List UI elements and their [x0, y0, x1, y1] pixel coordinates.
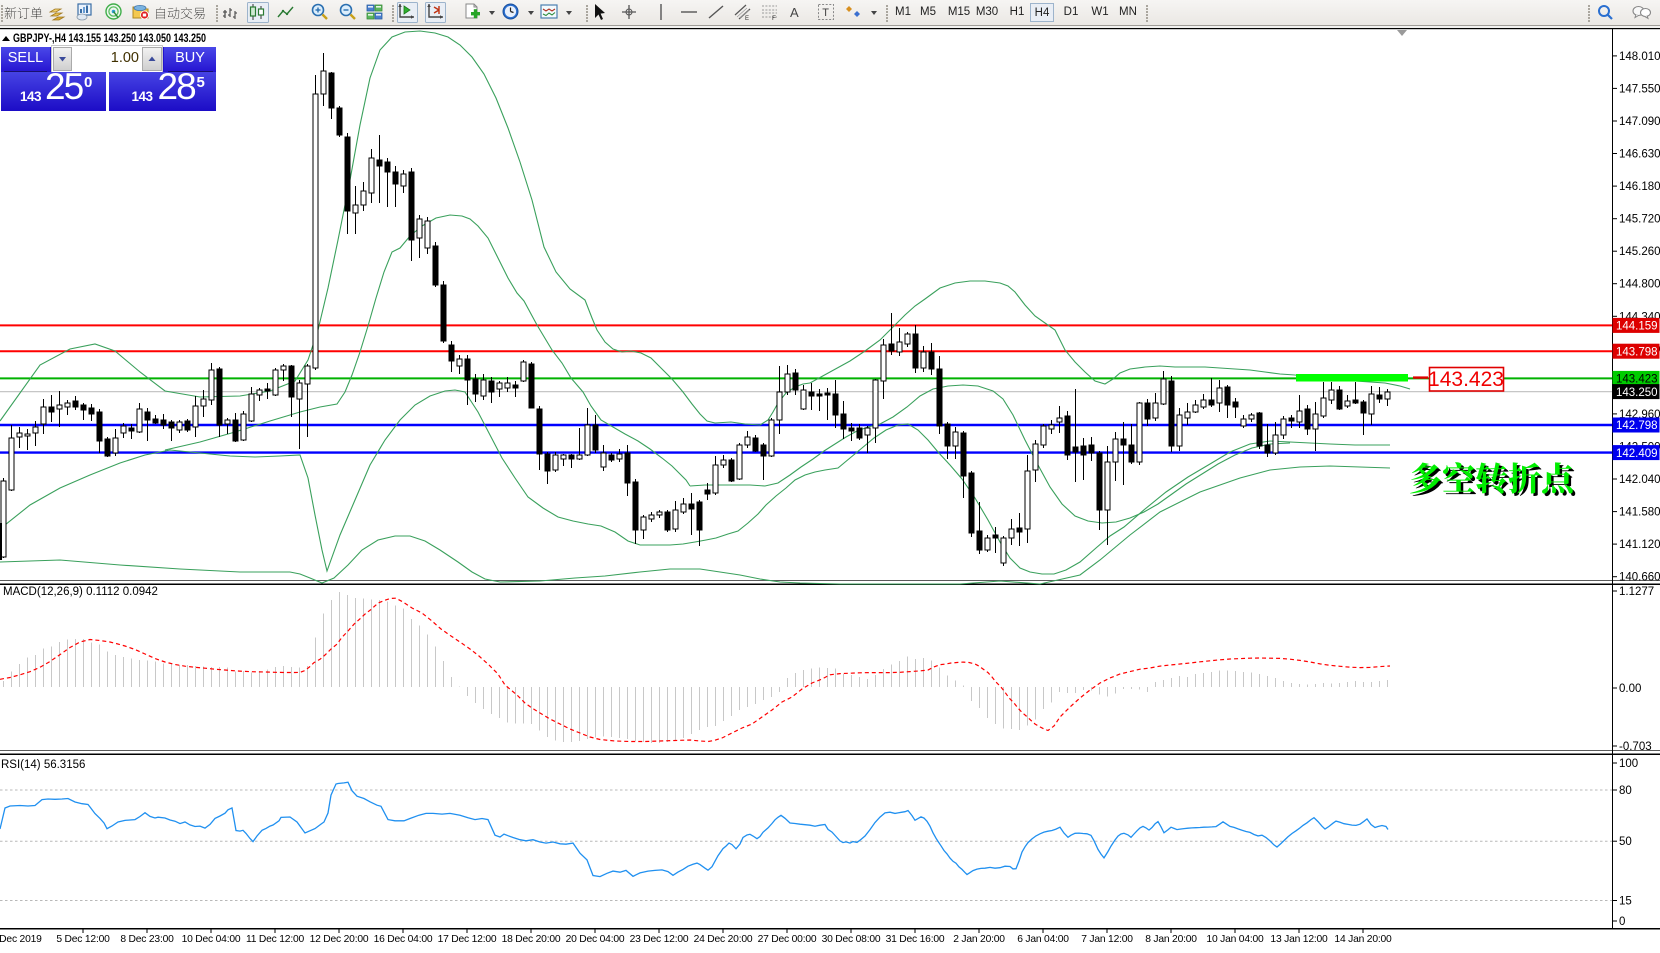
svg-text:148.010: 148.010	[1619, 51, 1660, 63]
svg-text:23 Dec 12:00: 23 Dec 12:00	[630, 934, 689, 945]
svg-text:140.660: 140.660	[1619, 572, 1660, 584]
svg-text:6 Jan 04:00: 6 Jan 04:00	[1017, 934, 1069, 945]
svg-text:7 Jan 12:00: 7 Jan 12:00	[1081, 934, 1133, 945]
svg-text:5 Dec 12:00: 5 Dec 12:00	[56, 934, 110, 945]
svg-text:144.159: 144.159	[1616, 321, 1658, 333]
svg-text:143.798: 143.798	[1616, 346, 1658, 358]
svg-text:145.720: 145.720	[1619, 214, 1660, 226]
svg-text:20 Dec 04:00: 20 Dec 04:00	[566, 934, 625, 945]
svg-text:RSI(14) 56.3156: RSI(14) 56.3156	[1, 759, 85, 771]
svg-text:GBPJPY-,H4 143.155 143.250 14: GBPJPY-,H4 143.155 143.250 143.050 143.2…	[13, 33, 206, 45]
svg-text:-0.703: -0.703	[1619, 741, 1652, 753]
svg-text:142.409: 142.409	[1616, 448, 1658, 460]
svg-text:144.800: 144.800	[1619, 279, 1660, 291]
svg-text:15: 15	[1619, 896, 1632, 908]
svg-text:24 Dec 20:00: 24 Dec 20:00	[694, 934, 753, 945]
svg-text:MACD(12,26,9) 0.1112 0.0942: MACD(12,26,9) 0.1112 0.0942	[3, 586, 158, 598]
svg-text:17 Dec 12:00: 17 Dec 12:00	[438, 934, 497, 945]
svg-text:142.798: 142.798	[1616, 420, 1658, 432]
svg-text:50: 50	[1619, 836, 1632, 848]
svg-text:8 Jan 20:00: 8 Jan 20:00	[1145, 934, 1197, 945]
svg-text:146.180: 146.180	[1619, 181, 1660, 193]
svg-text:18 Dec 20:00: 18 Dec 20:00	[502, 934, 561, 945]
svg-text:F: F	[772, 15, 776, 22]
svg-text:142.040: 142.040	[1619, 474, 1660, 486]
svg-text:13 Jan 12:00: 13 Jan 12:00	[1270, 934, 1328, 945]
svg-text:30 Dec 08:00: 30 Dec 08:00	[822, 934, 881, 945]
svg-text:0.00: 0.00	[1619, 683, 1641, 695]
svg-text:1.1277: 1.1277	[1619, 586, 1654, 598]
svg-text:10 Dec 04:00: 10 Dec 04:00	[182, 934, 241, 945]
svg-text:147.550: 147.550	[1619, 83, 1660, 95]
svg-text:100: 100	[1619, 758, 1638, 770]
svg-text:143.423: 143.423	[1428, 368, 1504, 391]
svg-text:147.090: 147.090	[1619, 116, 1660, 128]
svg-text:2 Jan 20:00: 2 Jan 20:00	[953, 934, 1005, 945]
svg-text:141.120: 141.120	[1619, 539, 1660, 551]
svg-text:0: 0	[1619, 916, 1625, 928]
svg-text:12 Dec 20:00: 12 Dec 20:00	[310, 934, 369, 945]
svg-text:10 Jan 04:00: 10 Jan 04:00	[1206, 934, 1264, 945]
svg-text:2 Dec 2019: 2 Dec 2019	[0, 934, 42, 945]
svg-text:E: E	[745, 16, 749, 22]
svg-text:T: T	[822, 7, 829, 19]
svg-text:141.580: 141.580	[1619, 507, 1660, 519]
svg-text:27 Dec 00:00: 27 Dec 00:00	[758, 934, 817, 945]
svg-text:143.250: 143.250	[1616, 387, 1658, 399]
svg-text:145.260: 145.260	[1619, 246, 1660, 258]
svg-text:8 Dec 23:00: 8 Dec 23:00	[120, 934, 174, 945]
svg-text:143.423: 143.423	[1616, 374, 1658, 386]
svg-text:31 Dec 16:00: 31 Dec 16:00	[886, 934, 945, 945]
svg-text:16 Dec 04:00: 16 Dec 04:00	[374, 934, 433, 945]
svg-text:80: 80	[1619, 785, 1632, 797]
svg-text:11 Dec 12:00: 11 Dec 12:00	[246, 934, 305, 945]
svg-text:146.630: 146.630	[1619, 149, 1660, 161]
svg-text:14 Jan 20:00: 14 Jan 20:00	[1334, 934, 1392, 945]
